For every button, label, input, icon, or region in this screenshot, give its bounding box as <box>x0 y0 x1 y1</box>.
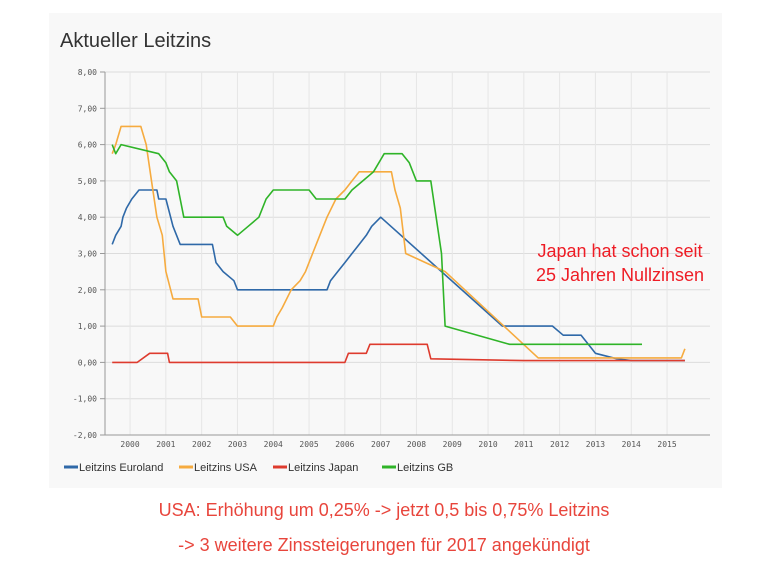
x-tick-label: 2001 <box>156 440 175 449</box>
series-line-4 <box>111 143 642 346</box>
x-tick-label: 2008 <box>407 440 426 449</box>
y-tick-label: -2,00 <box>73 431 97 440</box>
x-tick-label: 2015 <box>657 440 676 449</box>
x-tick-label: 2003 <box>228 440 247 449</box>
x-tick-label: 2014 <box>622 440 641 449</box>
series-lines <box>111 125 686 364</box>
y-tick-label: 7,00 <box>78 104 97 113</box>
y-tick-label: 6,00 <box>78 141 97 150</box>
chart-panel: Aktueller Leitzins 8,00 7,00 6,00 5,00 4,00 3… <box>49 13 722 488</box>
legend-label: Leitzins GB <box>397 462 453 474</box>
y-tick-label: 8,00 <box>78 68 97 77</box>
x-tick-label: 2007 <box>371 440 390 449</box>
legend-label: Leitzins USA <box>194 462 258 474</box>
chart-annotation: Japan hat schon seit 25 Jahren Nullzinse… <box>536 241 704 285</box>
legend: Leitzins Euroland Leitzins USA Leitzins Ja… <box>64 462 453 474</box>
x-tick-label: 2006 <box>335 440 354 449</box>
annotation-line-1: Japan hat schon seit <box>537 241 702 261</box>
axes: 8,00 7,00 6,00 5,00 4,00 3,00 2,00 1,00 0,00 -1,0… <box>73 68 710 449</box>
series-line-1 <box>111 189 685 362</box>
y-tick-label: 1,00 <box>78 322 97 331</box>
note-further-increases: -> 3 weitere Zinssteigerungen für 2017 a… <box>178 535 590 555</box>
y-tick-label: 2,00 <box>78 286 97 295</box>
x-tick-label: 2011 <box>514 440 533 449</box>
y-tick-label: 3,00 <box>78 250 97 259</box>
legend-label: Leitzins Euroland <box>79 462 163 474</box>
x-tick-label: 2000 <box>120 440 139 449</box>
legend-label: Leitzins Japan <box>288 462 358 474</box>
series-line-2 <box>111 125 686 359</box>
y-tick-label: -1,00 <box>73 395 97 404</box>
x-tick-label: 2005 <box>299 440 318 449</box>
x-tick-label: 2002 <box>192 440 211 449</box>
x-tick-label: 2009 <box>443 440 462 449</box>
x-tick-label: 2013 <box>586 440 605 449</box>
series-line-3 <box>112 343 685 364</box>
annotation-line-2: 25 Jahren Nullzinsen <box>536 265 704 285</box>
chart: Aktueller Leitzins 8,00 7,00 6,00 5,00 4,00 3… <box>60 30 710 474</box>
y-tick-label: 4,00 <box>78 213 97 222</box>
note-usa-increase: USA: Erhöhung um 0,25% -> jetzt 0,5 bis … <box>158 500 610 520</box>
x-tick-label: 2004 <box>264 440 283 449</box>
y-tick-label: 0,00 <box>78 358 97 367</box>
x-tick-label: 2010 <box>478 440 497 449</box>
chart-title: Aktueller Leitzins <box>60 30 211 52</box>
y-tick-label: 5,00 <box>78 177 97 186</box>
x-tick-label: 2012 <box>550 440 569 449</box>
